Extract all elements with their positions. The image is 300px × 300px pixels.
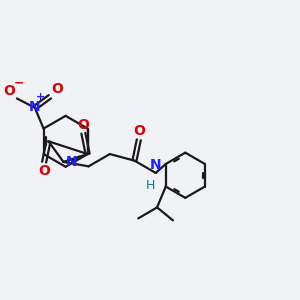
Text: O: O [134, 124, 146, 138]
Text: +: + [36, 92, 45, 102]
Text: N: N [150, 158, 162, 172]
Text: −: − [14, 77, 25, 90]
Text: N: N [29, 100, 41, 114]
Text: O: O [77, 118, 89, 132]
Text: H: H [146, 179, 155, 192]
Text: O: O [38, 164, 50, 178]
Text: O: O [51, 82, 63, 96]
Text: O: O [4, 84, 16, 98]
Text: N: N [66, 155, 77, 169]
